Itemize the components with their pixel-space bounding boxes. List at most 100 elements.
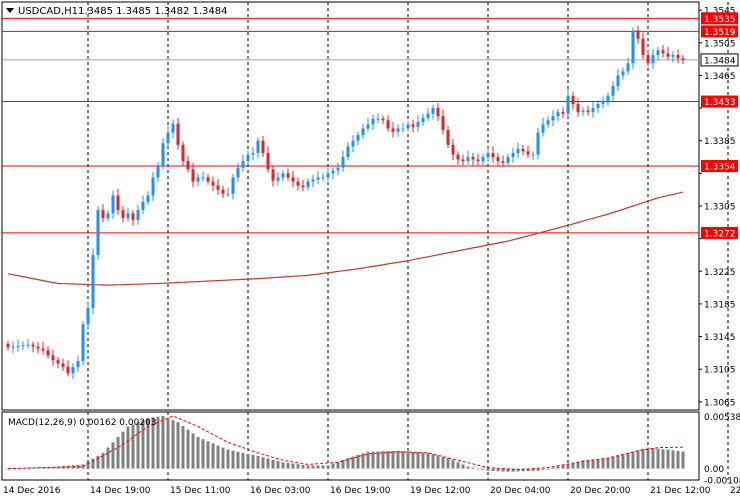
candle-body [201, 177, 205, 179]
candle-body [666, 53, 670, 57]
macd-bar [671, 450, 675, 469]
macd-bar [531, 468, 535, 471]
macd-bar [601, 458, 605, 469]
signal-line [7, 415, 683, 471]
macd-bar [16, 468, 20, 470]
candle-body [526, 151, 530, 155]
macd-bar [666, 449, 670, 469]
candle-body [211, 181, 215, 186]
macd-bar [581, 460, 585, 469]
candle-body [561, 112, 565, 114]
macd-bar [491, 468, 495, 471]
candle-body [166, 132, 170, 144]
candle-body [576, 104, 580, 113]
macd-bar [161, 416, 165, 469]
macd-bar [21, 468, 25, 469]
candle-body [226, 193, 230, 195]
macd-bar [96, 455, 100, 469]
macd-bar [471, 467, 475, 469]
macd-bar [111, 442, 115, 469]
time-tick-label: 16 Dec 03:00 [250, 486, 311, 496]
candle-body [626, 63, 630, 72]
dropdown-triangle-icon[interactable] [6, 8, 14, 13]
candle-body [56, 360, 60, 364]
candle-body [21, 345, 25, 347]
candle-body [676, 55, 680, 59]
macd-bar [566, 464, 570, 469]
macd-bar [276, 461, 280, 469]
candle-body [231, 177, 235, 194]
candle-body [631, 30, 635, 64]
candle-body [286, 173, 290, 178]
candle-body [41, 348, 45, 351]
candle-body [221, 189, 225, 194]
macd-bar [216, 445, 220, 469]
candle-body [76, 361, 80, 368]
macd-bar [381, 451, 385, 469]
level-tag-label: 1.3535 [704, 15, 736, 25]
candle-body [81, 324, 85, 362]
candle-body [456, 154, 460, 160]
macd-bar [91, 458, 95, 469]
candle-body [431, 108, 435, 114]
candle-body [346, 146, 350, 158]
macd-bar [416, 452, 420, 469]
candle-body [416, 121, 420, 127]
macd-bar [356, 454, 360, 469]
macd-tick-label: 0.00538 [704, 413, 740, 423]
candle-body [136, 210, 140, 220]
macd-bar [236, 451, 240, 469]
candle-body [386, 120, 390, 129]
candle-body [216, 185, 220, 190]
macd-bar [101, 452, 105, 469]
macd-bar [346, 458, 350, 469]
macd-bar [396, 450, 400, 469]
candle-body [531, 154, 535, 156]
candle-body [356, 135, 360, 141]
candle-body [586, 110, 590, 113]
macd-bar [386, 451, 390, 469]
time-tick-label: 19 Dec 12:00 [410, 486, 471, 496]
candle-body [191, 169, 195, 182]
candle-body [681, 58, 685, 60]
macd-bar [371, 451, 375, 469]
candle-body [266, 152, 270, 170]
candle-body [181, 144, 185, 162]
price-panel [1, 1, 700, 411]
candle-body [441, 116, 445, 131]
candle-body [606, 95, 610, 103]
moving-average [7, 191, 684, 286]
macd-bar [176, 422, 180, 469]
macd-bar [611, 456, 615, 469]
candle-body [86, 308, 90, 325]
price-tick-label: 1.3105 [704, 366, 736, 376]
macd-bar [656, 448, 660, 469]
macd-bar [466, 466, 470, 469]
candle-body [646, 55, 650, 64]
candle-body [446, 130, 450, 145]
price-tick-label: 1.3305 [704, 203, 736, 213]
macd-bar [326, 465, 330, 469]
macd-bar [406, 451, 410, 469]
time-tick-label: 14 Dec 2016 [3, 486, 61, 496]
candle-body [541, 124, 545, 133]
macd-bar [631, 451, 635, 469]
candle-body [156, 165, 160, 178]
macd-bar [196, 437, 200, 469]
macd-bar [351, 456, 355, 469]
candle-body [551, 116, 555, 121]
macd-bar [411, 451, 415, 469]
candle-body [341, 157, 345, 168]
candle-body [501, 161, 505, 163]
candle-body [486, 152, 490, 158]
candle-body [506, 157, 510, 163]
macd-bar [436, 455, 440, 469]
candle-body [376, 118, 380, 120]
macd-bar [651, 448, 655, 469]
macd-bar [151, 417, 155, 469]
candle-body [11, 346, 15, 348]
macd-bar [576, 461, 580, 469]
candle-body [401, 128, 405, 130]
macd-bar [571, 462, 575, 469]
